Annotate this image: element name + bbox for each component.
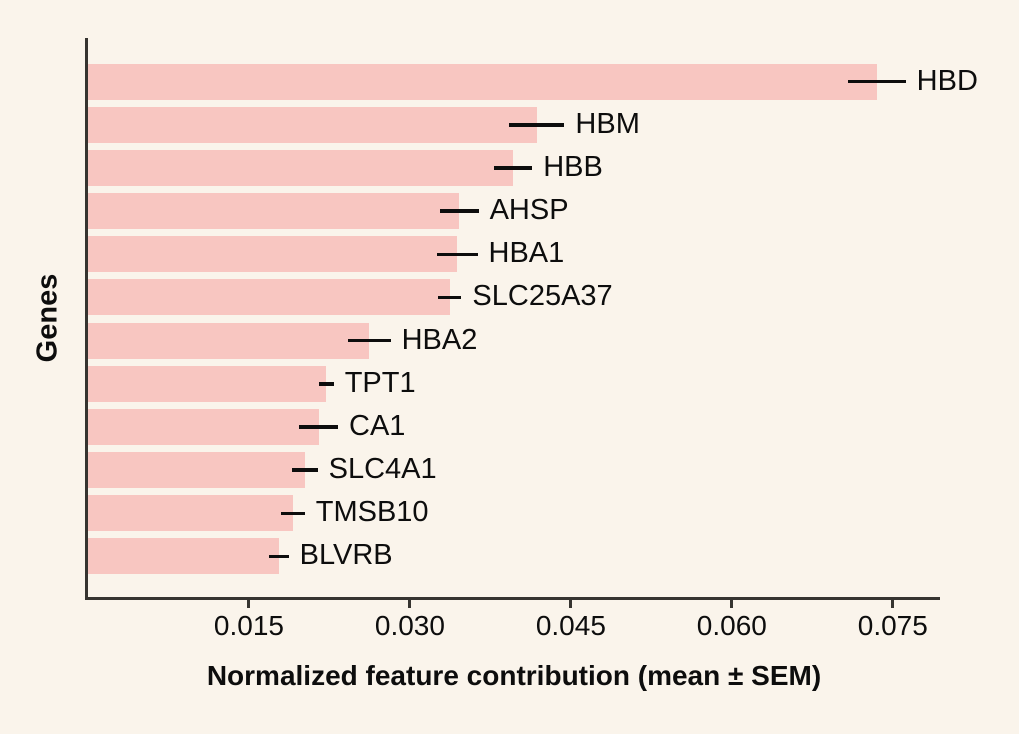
bar-label: HBB [543,150,603,183]
bar [88,106,537,143]
bar-label: AHSP [489,193,569,226]
bar-label: TPT1 [344,366,416,399]
y-axis-title: Genes [31,273,64,363]
bar [88,236,458,273]
bar-label: SLC4A1 [328,452,437,485]
bar [88,63,877,100]
bar-label: HBD [916,64,978,97]
x-axis-tick-label: 0.015 [213,610,284,641]
plot-area: HBD HBM HBB AHSP HBA1 SLC25A37 HBA2 TPT1 CA1 SLC4… [85,38,978,641]
bar [88,495,293,532]
x-axis-tick-label: 0.075 [857,610,928,641]
error-bar [508,123,565,127]
bar-label: HBA2 [401,323,478,356]
bar [88,408,319,445]
error-bar [281,511,305,515]
bar-label: TMSB10 [315,496,429,529]
error-bar [291,468,318,472]
error-bar [437,295,462,300]
bar [88,452,305,489]
x-axis-tick-label: 0.045 [535,610,606,641]
bar [88,279,450,316]
error-bar [269,554,289,559]
bar-label: HBM [575,107,640,140]
x-axis-tick [408,600,412,608]
x-axis-tick [569,600,573,608]
y-axis-spine [85,38,88,600]
error-bar [347,338,391,343]
bar-label: CA1 [349,409,406,442]
bar [88,193,460,230]
bar [88,538,279,575]
x-axis-tick-label: 0.060 [696,610,767,641]
x-axis-tick [247,600,251,608]
error-bar [847,79,906,84]
x-axis-tick-label: 0.030 [374,610,445,641]
error-bar [318,382,334,386]
error-bar [299,425,338,429]
x-axis-tick [730,600,734,608]
bar-label: BLVRB [299,539,393,572]
error-bar [439,209,479,213]
error-bar [436,252,478,256]
x-axis-spine [85,597,940,600]
bar-label: HBA1 [488,237,565,270]
x-axis-tick [891,600,895,608]
error-bar [493,166,533,170]
bar [88,322,370,359]
bar [88,149,513,186]
bar [88,365,327,402]
bar-label: SLC25A37 [472,280,613,313]
x-axis-title: Normalized feature contribution (mean ± … [206,660,822,691]
